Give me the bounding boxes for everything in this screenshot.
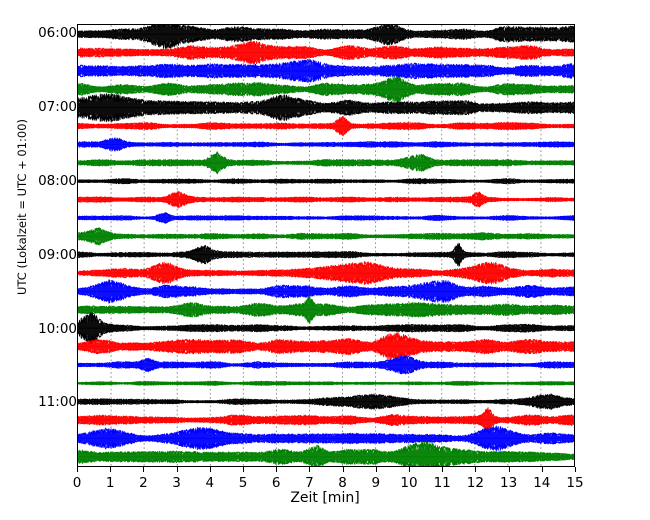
x-tick-label: 7	[305, 475, 314, 491]
x-tick-mark	[176, 467, 178, 472]
x-tick-mark	[143, 467, 145, 472]
x-tick-mark	[442, 467, 444, 472]
seismic-traces	[78, 25, 574, 466]
x-tick-label: 2	[139, 475, 148, 491]
y-tick-label: 07:00	[38, 99, 77, 116]
x-tick-mark	[475, 467, 477, 472]
x-tick-label: 11	[433, 475, 451, 491]
x-tick-mark	[209, 467, 211, 472]
y-tick-label: 06:00	[38, 25, 77, 42]
x-tick-label: 10	[400, 475, 418, 491]
x-tick-label: 8	[338, 475, 347, 491]
x-tick-label: 12	[466, 475, 484, 491]
x-tick-mark	[541, 467, 543, 472]
x-tick-label: 9	[371, 475, 381, 491]
x-tick-label: 6	[271, 475, 281, 491]
x-tick-mark	[575, 467, 576, 472]
x-tick-mark	[276, 467, 278, 472]
x-axis-label-text: Zeit [min]	[290, 490, 360, 506]
x-tick-mark	[243, 467, 244, 472]
x-axis-ticks: 0 1 2 3 4 5 6 7 8 9 10 11 12 13 14 15	[0, 467, 650, 507]
plot-area[interactable]	[77, 24, 575, 467]
x-tick-mark	[375, 467, 377, 472]
x-tick-mark	[77, 467, 78, 472]
x-tick-mark	[409, 467, 410, 472]
x-tick-label: 4	[205, 475, 215, 491]
y-axis-tick-labels: 06:00 07:00 08:00 09:00 10:00 11:00	[0, 0, 77, 520]
x-tick-label: 3	[172, 475, 181, 491]
x-tick-mark	[342, 467, 344, 472]
x-tick-mark	[110, 467, 112, 472]
x-tick-label: 0	[72, 475, 82, 491]
x-tick-mark	[309, 467, 311, 472]
x-tick-label: 13	[500, 475, 518, 491]
x-tick-label: 1	[105, 475, 115, 491]
y-tick-label: 10:00	[38, 320, 77, 337]
y-tick-label: 11:00	[38, 394, 77, 411]
x-tick-label: 14	[533, 475, 551, 491]
x-tick-mark	[508, 467, 510, 472]
y-tick-label: 09:00	[38, 246, 77, 263]
x-tick-label: 5	[238, 475, 248, 491]
y-tick-label: 08:00	[38, 172, 77, 189]
x-axis-label: Zeit [min]	[0, 490, 650, 506]
x-tick-label: 15	[566, 475, 584, 491]
